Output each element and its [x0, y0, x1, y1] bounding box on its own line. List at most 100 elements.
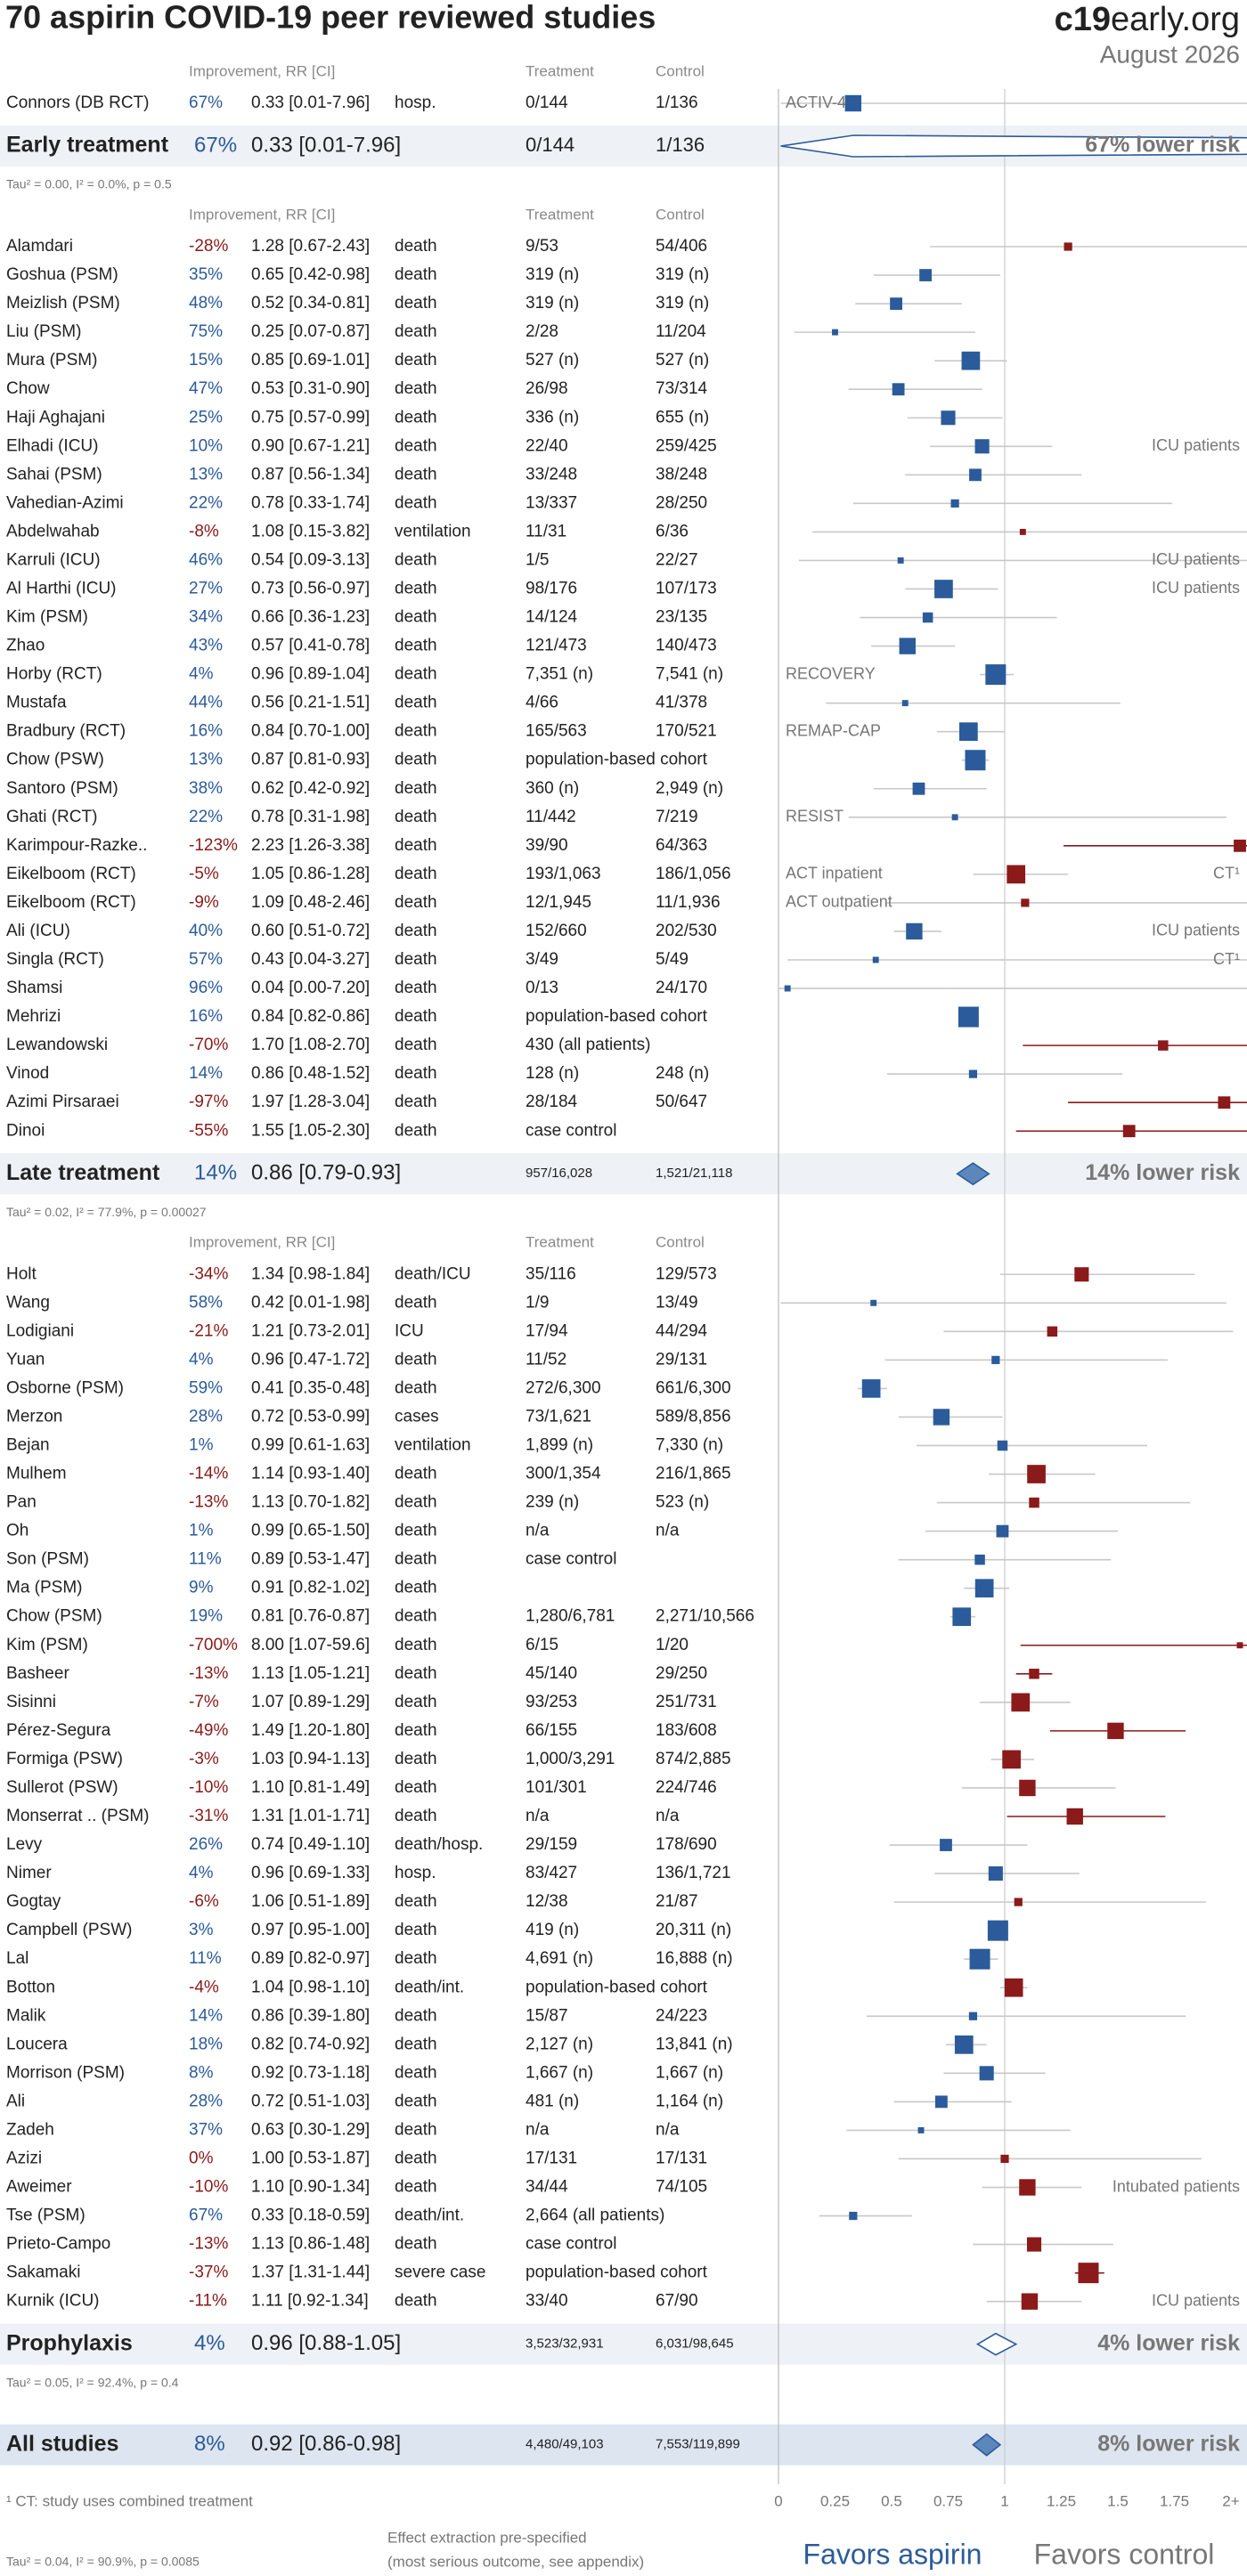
study-name: Malik: [6, 2006, 46, 2025]
x-tick-label: 0: [774, 2492, 782, 2509]
treatment: 7,351 (n): [526, 665, 593, 684]
effect: 0.60 [0.51-0.72]: [251, 922, 370, 940]
outcome: death: [395, 1607, 437, 1626]
outcome: death: [395, 579, 437, 597]
treatment: 1/5: [526, 550, 549, 569]
outcome: death: [395, 2292, 437, 2311]
improvement: -31%: [189, 1807, 228, 1825]
effect-marker: [933, 1409, 950, 1426]
outcome: death: [395, 2063, 437, 2082]
effect: 1.08 [0.15-3.82]: [251, 522, 370, 540]
outcome: cases: [395, 1407, 439, 1426]
control: 29/131: [656, 1350, 707, 1369]
study-name: Bejan: [6, 1435, 50, 1454]
treatment: 26/98: [526, 379, 568, 398]
effect-marker: [1021, 898, 1030, 907]
improvement: 46%: [189, 550, 223, 569]
heterogeneity: Tau² = 0.00, I² = 0.0%, p = 0.5: [6, 177, 172, 191]
effect: 2.23 [1.26-3.38]: [251, 836, 370, 855]
risk-label: 8% lower risk: [1097, 2431, 1240, 2456]
treatment: 1/9: [526, 1293, 549, 1312]
outcome: death: [395, 1350, 437, 1369]
outcome: death: [395, 2006, 437, 2025]
improvement: -97%: [189, 1093, 228, 1111]
control: 73/314: [656, 379, 708, 398]
effect-marker: [1029, 1497, 1039, 1508]
control: 24/170: [656, 979, 707, 997]
outcome: death: [395, 436, 437, 455]
effect-marker: [849, 2211, 858, 2221]
improvement: 28%: [189, 2092, 223, 2110]
effect: 1.13 [0.86-1.48]: [251, 2235, 370, 2254]
effect-marker: [988, 1866, 1003, 1881]
effect: 1.28 [0.67-2.43]: [251, 237, 370, 256]
improvement: -10%: [189, 1778, 228, 1797]
outcome: death: [395, 1493, 437, 1512]
study-name: Meizlish (PSM): [6, 294, 120, 313]
study-name: Ali (ICU): [6, 922, 70, 940]
summary-diamond: [972, 2433, 1002, 2457]
outcome: death: [395, 1664, 437, 1683]
effect-marker: [1019, 528, 1026, 535]
x-tick-label: 0.5: [881, 2492, 902, 2509]
improvement: 22%: [189, 808, 223, 826]
effect: 1.00 [0.53-1.87]: [251, 2149, 370, 2167]
effect-marker: [861, 1379, 881, 1398]
study-name: Sullerot (PSW): [6, 1778, 118, 1797]
outcome: death/ICU: [395, 1264, 471, 1283]
study-name: Ma (PSM): [6, 1579, 83, 1597]
improvement: -55%: [189, 1121, 228, 1140]
treatment: 300/1,354: [526, 1465, 601, 1483]
outcome: ventilation: [395, 1435, 471, 1454]
improvement: 19%: [189, 1607, 223, 1626]
study-name: Karimpour-Razke..: [6, 836, 147, 855]
study-name: Karruli (ICU): [6, 550, 101, 569]
outcome: death: [395, 2149, 437, 2167]
backgrounds: [0, 126, 1247, 2466]
treatment: 35/116: [526, 1264, 576, 1283]
effect-marker: [1029, 1669, 1039, 1679]
effect-marker: [1019, 2179, 1036, 2196]
outcome: hosp.: [395, 93, 436, 112]
treatment: 93/253: [526, 1693, 577, 1711]
control: 183/608: [656, 1721, 717, 1740]
study-name: Ali: [6, 2092, 25, 2110]
treatment: 319 (n): [526, 265, 579, 284]
study-name: Eikelboom (RCT): [6, 893, 136, 912]
study-name: Formiga (PSW): [6, 1750, 123, 1768]
effect-marker: [1011, 1693, 1031, 1712]
study-name: Lal: [6, 1949, 29, 1968]
study-name: Lodigiani: [6, 1321, 74, 1340]
control: 6/36: [656, 522, 689, 540]
effect-marker: [974, 439, 990, 454]
control: 7,541 (n): [656, 665, 723, 684]
effect-marker: [1234, 839, 1246, 852]
effect-marker: [912, 782, 925, 795]
effect: 1.04 [0.98-1.10]: [251, 1978, 370, 1996]
note: ICU patients: [1152, 550, 1240, 568]
outcome: ICU: [395, 1321, 424, 1340]
improvement: -13%: [189, 2235, 228, 2254]
effect-marker: [959, 722, 978, 742]
effect-marker: [1026, 2237, 1042, 2252]
effect: 1.70 [1.08-2.70]: [251, 1036, 370, 1054]
effect-marker: [1002, 1750, 1021, 1769]
control: 44/294: [656, 1321, 708, 1340]
treatment: 33/248: [526, 465, 577, 484]
treatment: n/a: [526, 1522, 550, 1540]
control: 16,888 (n): [656, 1949, 733, 1968]
improvement: 9%: [189, 1579, 214, 1597]
study-name: Vahedian-Azimi: [6, 493, 124, 512]
effect: 0.42 [0.01-1.98]: [251, 1293, 370, 1312]
control: 248 (n): [656, 1064, 709, 1083]
note: RESIST: [786, 808, 844, 825]
title: 70 aspirin COVID-19 peer reviewed studie…: [5, 0, 656, 36]
summary-band: [0, 1153, 1247, 1195]
study-name: Elhadi (ICU): [6, 436, 98, 455]
heterogeneity: Tau² = 0.05, I² = 92.4%, p = 0.4: [6, 2375, 179, 2389]
treatment: 73/1,621: [526, 1407, 591, 1426]
treatment: 1,667 (n): [526, 2063, 593, 2082]
control: 7/219: [656, 808, 698, 826]
axis-lines: [778, 89, 1006, 2484]
improvement: 26%: [189, 1835, 223, 1854]
